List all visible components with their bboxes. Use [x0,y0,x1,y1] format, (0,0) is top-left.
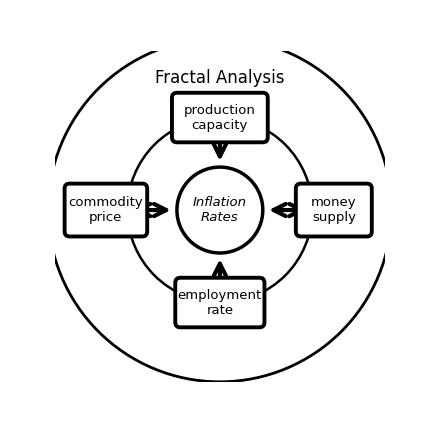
Text: employment
rate: employment rate [178,289,262,317]
FancyBboxPatch shape [296,184,372,236]
FancyBboxPatch shape [65,184,147,236]
FancyBboxPatch shape [175,278,264,327]
Text: commodity
price: commodity price [69,196,143,224]
Text: Fractal Analysis: Fractal Analysis [155,69,284,87]
Text: money
supply: money supply [311,196,356,224]
Text: Inflation
Rates: Inflation Rates [193,196,247,224]
FancyBboxPatch shape [172,93,268,142]
Text: production
capacity: production capacity [184,103,256,132]
Circle shape [177,167,263,253]
